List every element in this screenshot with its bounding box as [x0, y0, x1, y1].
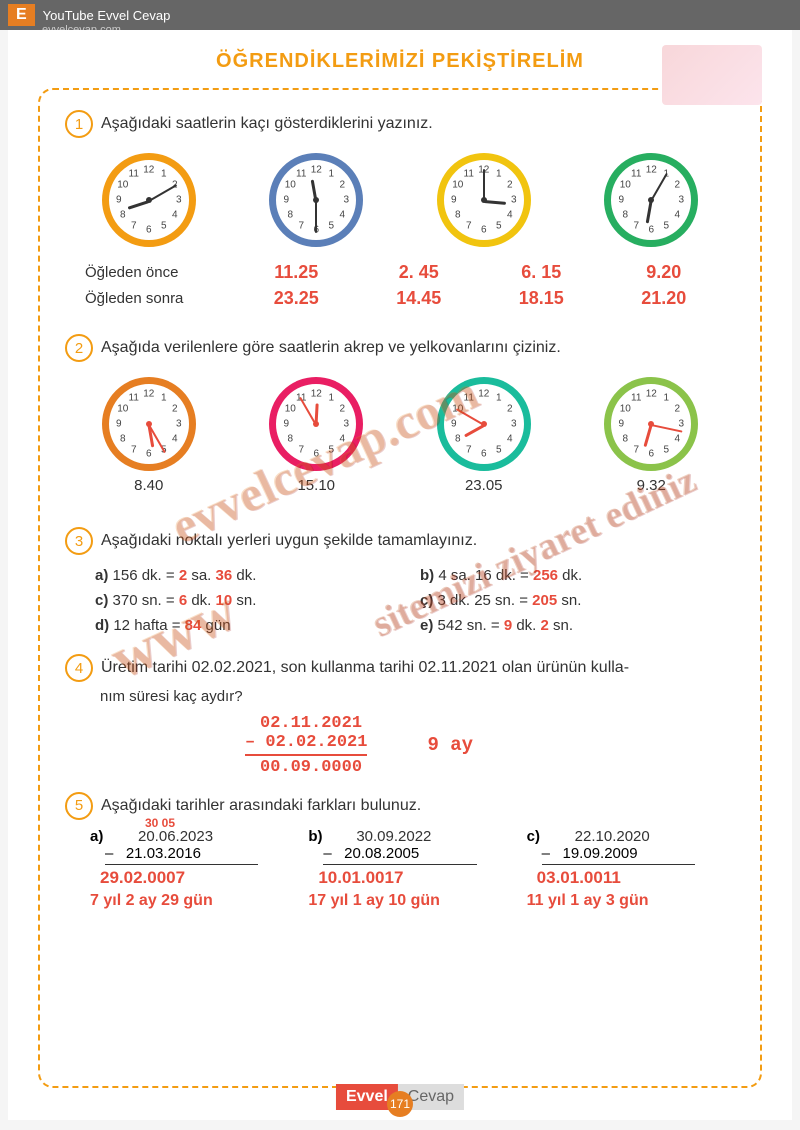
clock: 123456789101112	[269, 377, 363, 471]
worksheet-page: ÖĞRENDİKLERİMİZİ PEKİŞTİRELİM 1 Aşağıdak…	[8, 30, 792, 1120]
q2-number: 2	[65, 334, 93, 362]
q5-grid: 30 05a)20.06.2023– 21.03.201629.02.00077…	[90, 828, 725, 910]
clock: 123456789101112	[437, 153, 531, 247]
q3-item: a) 156 dk. = 2 sa. 36 dk.	[95, 567, 390, 584]
page-number: 171	[387, 1091, 413, 1117]
q5-col: 30 05a)20.06.2023– 21.03.201629.02.00077…	[90, 828, 288, 910]
clock: 123456789101112	[604, 377, 698, 471]
clock: 123456789101112	[604, 153, 698, 247]
answer-before: 11.25	[245, 262, 348, 283]
clock: 123456789101112	[102, 377, 196, 471]
page-title: ÖĞRENDİKLERİMİZİ PEKİŞTİRELİM	[216, 50, 584, 72]
clock-label: 8.40	[102, 477, 196, 494]
q2-row: 2 Aşağıda verilenlere göre saatlerin akr…	[65, 334, 735, 362]
q3-item: e) 542 sn. = 9 dk. 2 sn.	[420, 617, 715, 634]
answer-after: 18.15	[490, 288, 593, 309]
decoration-image	[662, 45, 762, 105]
clock: 123456789101112	[102, 153, 196, 247]
label-after: Öğleden sonra	[85, 290, 225, 307]
answer-after: 14.45	[368, 288, 471, 309]
q3-item: c) 370 sn. = 6 dk. 10 sn.	[95, 592, 390, 609]
q4-d2-row: – 02.02.2021	[245, 733, 367, 756]
answer-before: 2. 45	[368, 262, 471, 283]
title-row: ÖĞRENDİKLERİMİZİ PEKİŞTİRELİM	[38, 50, 762, 73]
q4-row: 4 Üretim tarihi 02.02.2021, son kullanma…	[65, 654, 735, 682]
q3-row: 3 Aşağıdaki noktalı yerleri uygun şekild…	[65, 527, 735, 555]
q3-grid: a) 156 dk. = 2 sa. 36 dk. b) 4 sa. 16 dk.…	[95, 567, 715, 634]
q4-number: 4	[65, 654, 93, 682]
clock-label: 15.10	[269, 477, 363, 494]
q4-d1: 02.11.2021	[245, 714, 367, 733]
q3-item: b) 4 sa. 16 dk. = 256 dk.	[420, 567, 715, 584]
q1-row: 1 Aşağıdaki saatlerin kaçı gösterdikleri…	[65, 110, 735, 138]
clock-wrap: 123456789101112 9.32	[604, 377, 698, 494]
clock-label: 23.05	[437, 477, 531, 494]
q3-number: 3	[65, 527, 93, 555]
q4-answer: 9 ay	[427, 734, 473, 756]
label-before: Öğleden önce	[85, 264, 225, 281]
q3-text: Aşağıdaki noktalı yerleri uygun şekilde …	[101, 532, 477, 550]
q1-text: Aşağıdaki saatlerin kaçı gösterdiklerini…	[101, 115, 433, 133]
q4-subtraction: 02.11.2021 – 02.02.2021 00.09.0000	[245, 714, 367, 777]
q2-text: Aşağıda verilenlere göre saatlerin akrep…	[101, 339, 561, 357]
q4-text: Üretim tarihi 02.02.2021, son kullanma t…	[101, 659, 735, 677]
q1-answers-grid: Öğleden önce 11.25 2. 45 6. 15 9.20 Öğleden s…	[85, 262, 715, 309]
youtube-text: YouTube Evvel Cevap	[43, 8, 171, 23]
q5-col: b)30.09.2022– 20.08.200510.01.001717 yıl…	[308, 828, 506, 910]
q1-clocks: 123456789101112 123456789101112 1234567891…	[65, 153, 735, 247]
q2-clocks: 1234567891011128.4012345678910111215.101…	[65, 377, 735, 494]
answer-before: 6. 15	[490, 262, 593, 283]
answer-before: 9.20	[613, 262, 716, 283]
content-box: 1 Aşağıdaki saatlerin kaçı gösterdikleri…	[38, 88, 762, 1088]
clock-wrap: 123456789101112 8.40	[102, 377, 196, 494]
q5-text: Aşağıdaki tarihler arasındaki farkları b…	[101, 797, 421, 815]
clock: 123456789101112	[269, 153, 363, 247]
q3-item: d) 12 hafta = 84 gün	[95, 617, 390, 634]
answer-after: 21.20	[613, 288, 716, 309]
q5-col: c)22.10.2020– 19.09.200903.01.001111 yıl…	[527, 828, 725, 910]
clock-wrap: 123456789101112 15.10	[269, 377, 363, 494]
q1-number: 1	[65, 110, 93, 138]
clock-label: 9.32	[604, 477, 698, 494]
clock-wrap: 123456789101112 23.05	[437, 377, 531, 494]
q4-result: 00.09.0000	[245, 758, 367, 777]
clock: 123456789101112	[437, 377, 531, 471]
answer-after: 23.25	[245, 288, 348, 309]
q4-calc: 02.11.2021 – 02.02.2021 00.09.0000 9 ay	[245, 714, 735, 777]
q3-item: ç) 3 dk. 25 sn. = 205 sn.	[420, 592, 715, 609]
e-badge: E	[8, 4, 35, 26]
q4-line2: nım süresi kaç aydır?	[100, 686, 735, 709]
q5-number: 5	[65, 792, 93, 820]
